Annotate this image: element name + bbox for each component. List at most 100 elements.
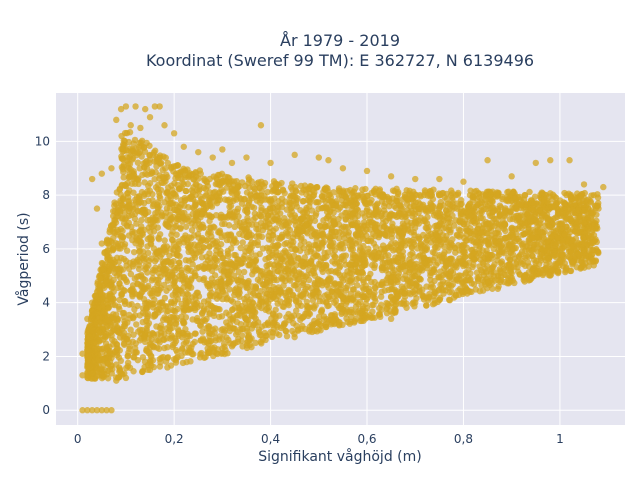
data-point <box>499 193 506 201</box>
data-point <box>506 256 514 263</box>
data-point <box>127 270 135 278</box>
data-point <box>229 341 237 349</box>
data-point <box>479 287 487 294</box>
data-point <box>489 285 496 292</box>
data-point <box>441 254 448 262</box>
data-point <box>359 233 366 240</box>
data-point <box>477 256 484 263</box>
data-point <box>226 198 234 206</box>
data-point <box>233 285 240 292</box>
data-point <box>255 179 262 186</box>
data-point <box>139 318 146 326</box>
data-point <box>359 284 366 291</box>
data-point <box>129 155 137 162</box>
data-point <box>540 210 547 217</box>
data-point <box>159 316 167 324</box>
data-point <box>104 360 112 368</box>
data-point <box>155 235 163 243</box>
data-point <box>403 200 411 208</box>
data-point <box>526 188 533 196</box>
data-point <box>380 203 388 210</box>
data-point <box>368 235 375 242</box>
data-point <box>314 281 321 288</box>
data-point <box>172 346 180 354</box>
data-point <box>522 208 529 216</box>
data-point <box>471 188 478 195</box>
data-point <box>121 341 128 348</box>
data-point <box>466 228 473 235</box>
data-point <box>379 260 386 267</box>
data-point <box>100 266 108 273</box>
data-point <box>144 208 152 216</box>
data-point <box>342 209 349 217</box>
data-point <box>139 354 147 361</box>
data-point <box>206 189 213 196</box>
data-point <box>277 269 285 276</box>
data-point <box>423 236 431 244</box>
data-point <box>384 274 392 281</box>
data-point <box>580 219 588 227</box>
data-point <box>510 213 518 220</box>
data-point <box>158 325 165 332</box>
data-point <box>325 233 332 240</box>
data-point <box>150 313 158 320</box>
data-point <box>167 362 175 369</box>
data-point <box>128 223 135 231</box>
data-point <box>412 280 419 288</box>
data-point <box>338 302 345 309</box>
data-point <box>344 318 351 326</box>
data-point <box>539 246 546 253</box>
data-point <box>240 218 248 226</box>
data-point <box>305 214 313 222</box>
data-point <box>203 339 211 346</box>
data-point <box>190 300 198 307</box>
data-point <box>175 291 182 298</box>
data-point <box>451 244 459 252</box>
data-point <box>460 262 467 270</box>
data-point <box>510 234 517 242</box>
data-point <box>586 258 593 265</box>
data-point <box>316 223 324 230</box>
data-point <box>276 312 283 319</box>
data-point <box>141 266 149 273</box>
data-point <box>286 295 293 303</box>
data-point <box>174 181 181 189</box>
data-point <box>252 339 259 347</box>
data-point <box>331 253 339 261</box>
data-point <box>149 169 156 177</box>
data-point <box>525 225 532 233</box>
data-point <box>136 326 144 333</box>
data-point <box>365 285 373 292</box>
data-point <box>392 227 399 234</box>
data-point <box>142 170 149 177</box>
data-point <box>125 301 133 308</box>
data-point <box>550 252 558 259</box>
data-point <box>419 247 426 254</box>
data-point <box>155 279 162 287</box>
data-point <box>376 187 383 195</box>
data-point <box>133 321 140 328</box>
data-point <box>389 269 396 276</box>
data-point <box>187 241 194 248</box>
data-point <box>93 317 101 325</box>
data-point <box>166 284 173 291</box>
data-point <box>103 300 110 307</box>
data-point <box>115 258 122 265</box>
data-point <box>336 319 343 326</box>
data-point <box>574 219 582 226</box>
data-point <box>170 206 178 214</box>
data-point <box>189 195 197 203</box>
data-point <box>133 193 141 201</box>
data-point <box>421 254 428 261</box>
data-point <box>545 255 553 263</box>
data-point <box>85 334 93 341</box>
data-point <box>185 204 192 211</box>
data-point <box>218 233 225 241</box>
data-point <box>550 202 558 210</box>
data-point <box>331 293 338 300</box>
data-point <box>369 314 376 321</box>
data-point <box>174 245 181 252</box>
data-point <box>176 259 183 266</box>
data-point <box>311 264 319 272</box>
data-point <box>427 276 434 284</box>
